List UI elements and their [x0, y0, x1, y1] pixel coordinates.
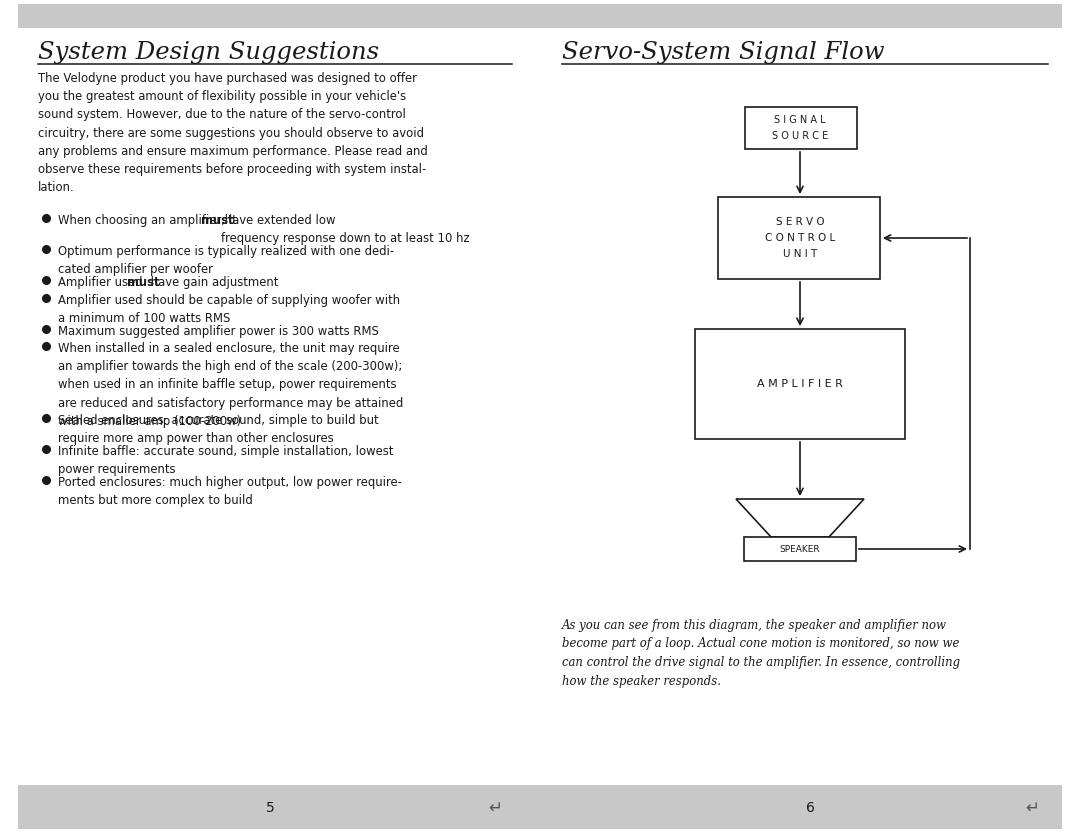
Bar: [18, 4, 1062, 28]
Text: System Design Suggestions: System Design Suggestions: [38, 41, 379, 64]
Text: have extended low
frequency response down to at least 10 hz: have extended low frequency response dow…: [220, 214, 469, 245]
Text: Maximum suggested amplifier power is 300 watts RMS: Maximum suggested amplifier power is 300…: [58, 324, 379, 338]
Text: Sealed enclosures: accurate sound, simple to build but
require more amp power th: Sealed enclosures: accurate sound, simpl…: [58, 414, 379, 445]
Text: The Velodyne product you have purchased was designed to offer
you the greatest a: The Velodyne product you have purchased …: [38, 72, 428, 194]
Text: Servo-System Signal Flow: Servo-System Signal Flow: [562, 41, 885, 64]
Bar: [745, 107, 858, 149]
Text: A M P L I F I E R: A M P L I F I E R: [757, 379, 842, 389]
Text: 5: 5: [266, 801, 274, 815]
Text: SPEAKER: SPEAKER: [780, 545, 821, 554]
Text: 6: 6: [806, 801, 814, 815]
Text: have gain adjustment: have gain adjustment: [147, 276, 278, 289]
Text: Optimum performance is typically realized with one dedi-
cated amplifier per woo: Optimum performance is typically realize…: [58, 245, 394, 276]
Polygon shape: [735, 499, 864, 537]
Bar: [744, 537, 856, 561]
Bar: [18, 785, 1062, 829]
Text: When choosing an amplifier, it: When choosing an amplifier, it: [58, 214, 241, 227]
Text: Infinite baffle: accurate sound, simple installation, lowest
power requirements: Infinite baffle: accurate sound, simple …: [58, 445, 393, 475]
Text: As you can see from this diagram, the speaker and amplifier now
become part of a: As you can see from this diagram, the sp…: [562, 619, 960, 687]
Text: S E R V O
C O N T R O L
U N I T: S E R V O C O N T R O L U N I T: [765, 217, 835, 259]
Text: ↵: ↵: [488, 799, 502, 817]
Text: S I G N A L
S O U R C E: S I G N A L S O U R C E: [772, 115, 828, 141]
Text: Ported enclosures: much higher output, low power require-
ments but more complex: Ported enclosures: much higher output, l…: [58, 475, 402, 507]
Text: When installed in a sealed enclosure, the unit may require
an amplifier towards : When installed in a sealed enclosure, th…: [58, 342, 403, 428]
Text: must: must: [127, 276, 160, 289]
Text: ↵: ↵: [1025, 799, 1039, 817]
Text: Amplifier used: Amplifier used: [58, 276, 146, 289]
Bar: [696, 329, 905, 439]
Text: must: must: [201, 214, 233, 227]
Bar: [718, 197, 880, 279]
Text: Amplifier used should be capable of supplying woofer with
a minimum of 100 watts: Amplifier used should be capable of supp…: [58, 294, 400, 324]
